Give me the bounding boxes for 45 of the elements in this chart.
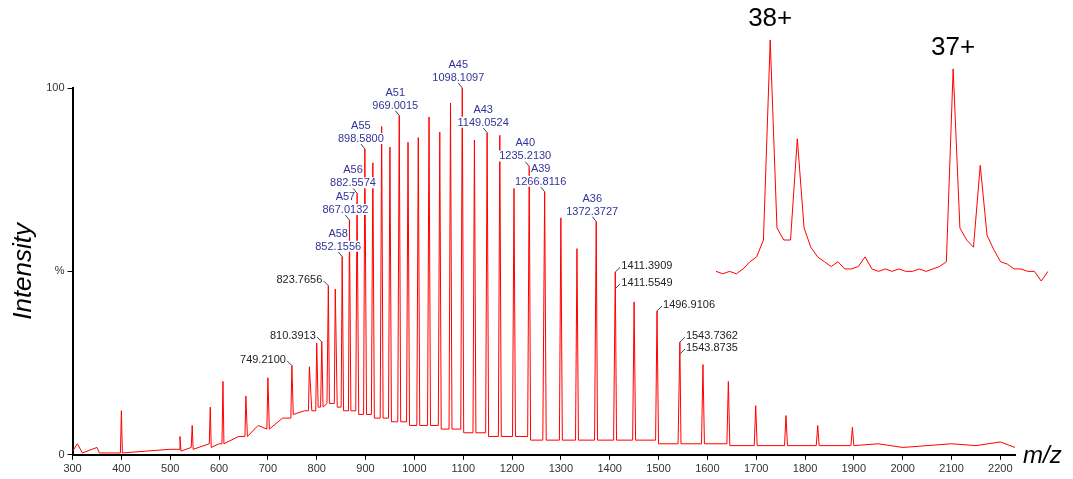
x-tick-label: 2200 (988, 462, 1013, 475)
x-tick-label: 1600 (695, 462, 720, 475)
x-tick-label: 900 (356, 462, 375, 475)
annotation: A36 1372.3727 (566, 191, 619, 217)
annotation: A45 1098.1097 (432, 58, 485, 83)
x-tick-label: 1700 (743, 462, 769, 475)
x-tick-label: 1400 (597, 462, 622, 475)
annotation: 37+ (931, 31, 976, 62)
x-tick-label: 300 (63, 462, 82, 475)
y-axis-title: Intensity (6, 220, 37, 320)
x-tick-label: 600 (209, 462, 229, 475)
x-tick-label: 500 (161, 462, 180, 475)
x-tick-label: 1900 (841, 462, 867, 475)
x-tick-label: 1200 (499, 462, 525, 475)
annotation: A57 867.0132 (322, 190, 369, 216)
annotation: 810.3913 (269, 328, 316, 341)
x-tick-label: 2000 (890, 462, 915, 475)
annotation: A51 969.0015 (372, 85, 419, 111)
annotation: 1496.9106 (663, 298, 716, 311)
annotation: 38+ (748, 2, 793, 33)
y-tick-label: 0 (58, 447, 65, 460)
annotation: A43 1149.0524 (457, 102, 509, 128)
annotation: A39 1266.8116 (515, 161, 567, 187)
annotation: A58 852.1556 (315, 226, 362, 252)
x-axis-title: m/z (1023, 441, 1062, 469)
y-tick-label: 100 (46, 81, 65, 94)
annotation: 1543.8735 (685, 340, 738, 353)
annotation: A55 898.5800 (337, 118, 384, 144)
x-tick-label: 1800 (792, 462, 818, 475)
x-tick-label: 1100 (451, 462, 476, 475)
annotation: 1411.3909 (621, 259, 673, 272)
x-tick-label: 1300 (548, 462, 574, 475)
annotation: A40 1235.2130 (499, 136, 552, 162)
x-tick-label: 400 (112, 462, 131, 475)
annotation: 823.7656 (276, 272, 323, 285)
annotation: 1543.7362 (685, 329, 738, 342)
annotation: 749.2100 (240, 352, 286, 365)
x-tick-label: 700 (258, 462, 278, 475)
x-tick-label: 2100 (939, 462, 964, 475)
x-tick-label: 1500 (646, 462, 671, 475)
y-tick-label: % (54, 264, 65, 277)
x-tick-label: 800 (307, 462, 326, 475)
annotation: A56 882.5574 (330, 163, 376, 189)
x-tick-label: 1000 (402, 462, 427, 475)
annotation: 1411.5549 (621, 275, 673, 288)
